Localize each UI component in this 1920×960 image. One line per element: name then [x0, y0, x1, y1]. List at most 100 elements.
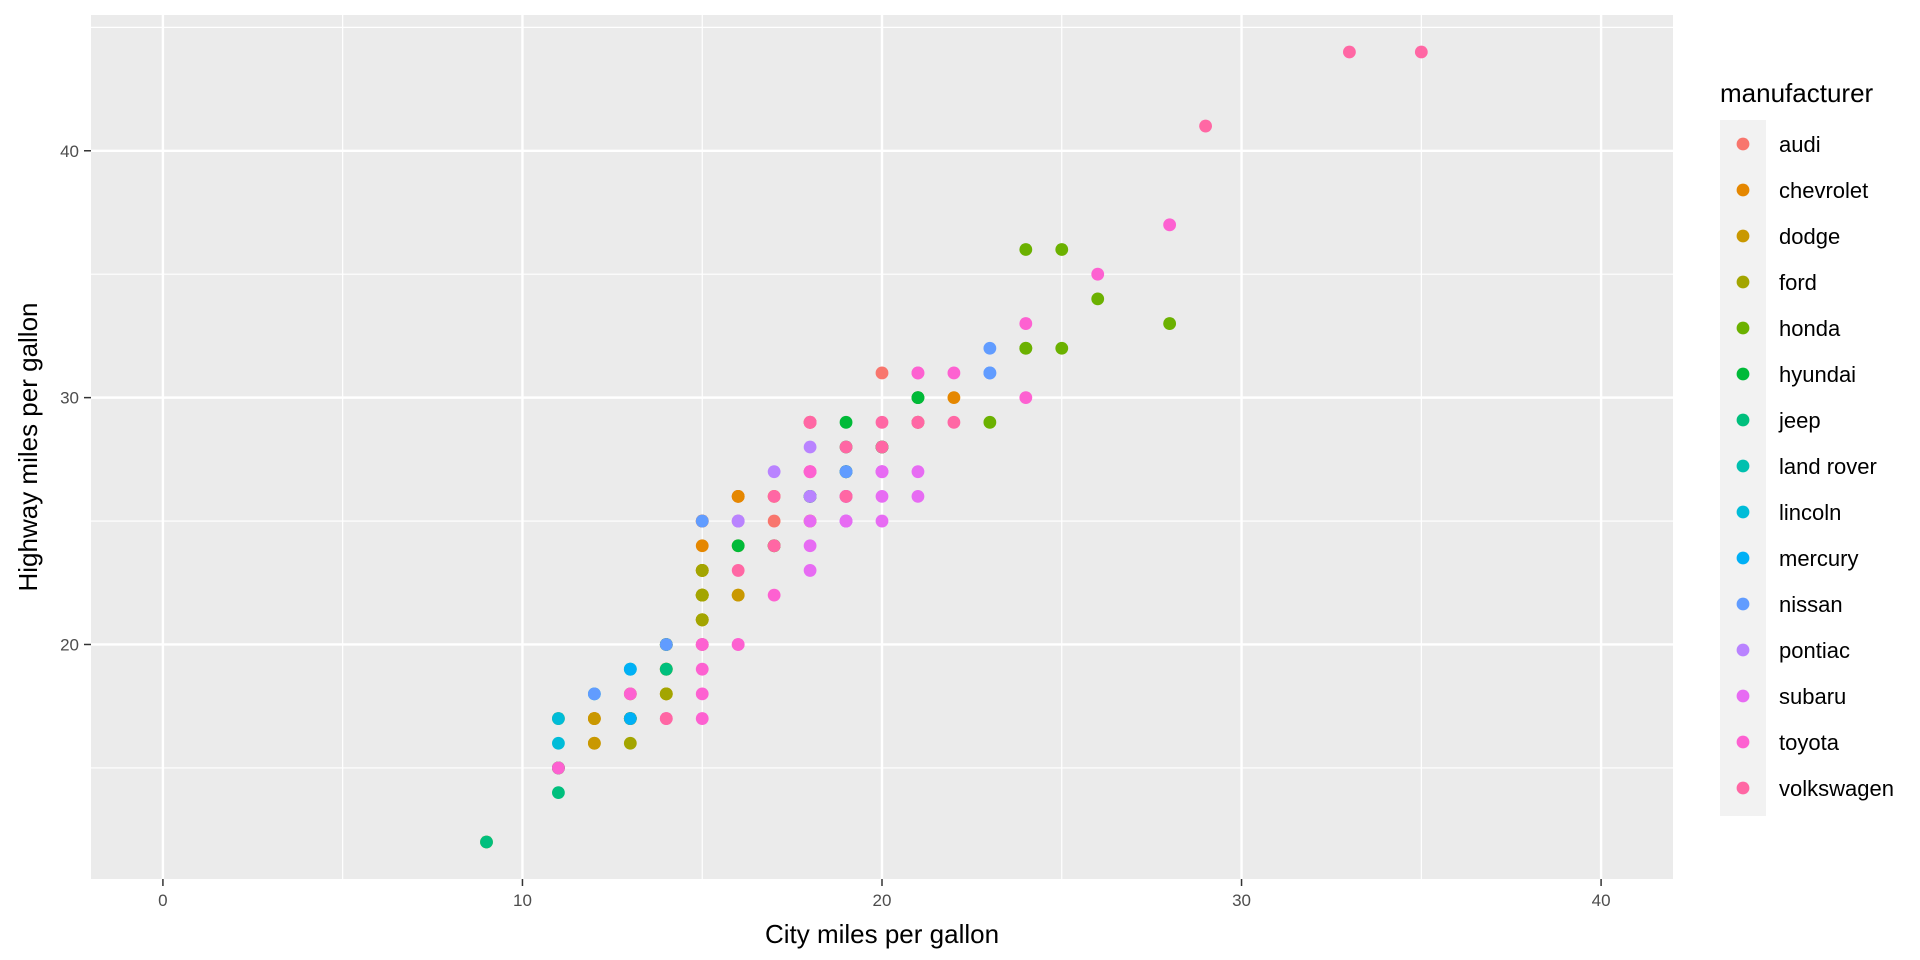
data-point — [803, 415, 817, 429]
data-point — [875, 366, 889, 380]
data-point — [875, 489, 889, 503]
data-point — [1199, 119, 1212, 133]
series-honda — [911, 243, 1177, 429]
legend-key-dodge — [1736, 229, 1750, 243]
data-point — [731, 539, 745, 553]
data-point — [911, 489, 925, 503]
data-point — [1019, 243, 1033, 256]
data-point — [911, 465, 925, 479]
legend-key-hyundai — [1736, 367, 1750, 381]
data-point — [552, 712, 565, 725]
data-point — [695, 712, 709, 725]
legend-label-dodge: dodge — [1779, 224, 1840, 249]
data-point — [623, 662, 637, 676]
data-point — [767, 588, 781, 602]
data-point — [983, 415, 997, 429]
legend-label-land-rover: land rover — [1779, 454, 1877, 479]
x-tick-label: 40 — [1592, 891, 1611, 910]
legend-key-audi — [1736, 137, 1750, 151]
data-point — [803, 489, 817, 503]
data-point — [587, 736, 601, 750]
data-point — [480, 835, 493, 849]
data-point — [1343, 45, 1356, 59]
legend-label-mercury: mercury — [1779, 546, 1858, 571]
legend-key-mercury — [1736, 551, 1750, 565]
data-point — [839, 415, 853, 429]
legend-title: manufacturer — [1720, 78, 1874, 108]
data-point — [552, 786, 565, 799]
data-point — [803, 465, 817, 479]
data-point — [1163, 218, 1177, 232]
legend-label-hyundai: hyundai — [1779, 362, 1856, 387]
legend-label-subaru: subaru — [1779, 684, 1846, 709]
data-point — [767, 465, 781, 479]
data-point — [1019, 341, 1033, 355]
data-point — [623, 712, 637, 725]
data-point — [983, 366, 997, 380]
data-point — [731, 489, 745, 503]
data-point — [839, 514, 853, 528]
data-point — [695, 687, 709, 701]
data-point — [731, 514, 745, 528]
data-point — [659, 662, 673, 676]
x-tick-label: 10 — [513, 891, 532, 910]
legend-label-ford: ford — [1779, 270, 1817, 295]
axis-ticks — [84, 150, 1602, 886]
x-axis-title: City miles per gallon — [765, 919, 999, 949]
data-point — [803, 564, 817, 577]
y-tick-labels: 20 30 40 — [60, 142, 79, 655]
legend-label-pontiac: pontiac — [1779, 638, 1850, 663]
data-point — [587, 687, 601, 701]
legend-key-nissan — [1736, 597, 1750, 611]
data-point — [875, 415, 889, 429]
data-point — [695, 662, 709, 676]
legend-label-nissan: nissan — [1779, 592, 1843, 617]
data-point — [731, 638, 745, 651]
legend-key-ford — [1736, 275, 1750, 289]
legend-label-audi: audi — [1779, 132, 1821, 157]
legend-key-toyota — [1736, 735, 1750, 749]
data-point — [983, 341, 997, 355]
data-point — [947, 391, 961, 405]
legend-label-jeep: jeep — [1778, 408, 1821, 433]
data-point — [1414, 45, 1428, 59]
data-point — [875, 514, 889, 528]
data-point — [1091, 292, 1105, 306]
legend-key-jeep — [1736, 413, 1750, 427]
legend-label-volkswagen: volkswagen — [1779, 776, 1894, 801]
data-point — [839, 465, 853, 479]
data-point — [659, 712, 673, 725]
legend-key-honda — [1736, 321, 1750, 335]
x-tick-label: 20 — [873, 891, 892, 910]
data-points — [480, 45, 1428, 849]
data-point — [911, 391, 925, 405]
data-point — [947, 366, 961, 380]
data-point — [695, 613, 709, 627]
legend-label-toyota: toyota — [1779, 730, 1840, 755]
data-point — [695, 588, 709, 602]
legend: manufacturer audi chevrolet dodge ford honda… — [1720, 78, 1894, 816]
data-point — [1055, 341, 1069, 355]
series-mercury — [623, 662, 637, 725]
y-tick-label: 40 — [60, 142, 79, 161]
data-point — [623, 687, 637, 701]
data-point — [695, 539, 709, 553]
data-point — [947, 415, 961, 429]
legend-key-chevrolet — [1736, 183, 1750, 197]
data-point — [1055, 243, 1069, 256]
data-point — [767, 539, 781, 553]
data-point — [695, 564, 709, 577]
data-point — [659, 687, 673, 701]
y-tick-label: 20 — [60, 635, 79, 654]
legend-key-pontiac — [1736, 643, 1750, 657]
data-point — [1091, 267, 1105, 281]
x-tick-labels: 0 10 20 30 40 — [158, 891, 1610, 910]
data-point — [1019, 317, 1033, 330]
data-point — [587, 712, 601, 725]
legend-label-chevrolet: chevrolet — [1779, 178, 1868, 203]
data-point — [875, 440, 889, 454]
data-point — [731, 564, 745, 577]
legend-label-lincoln: lincoln — [1779, 500, 1841, 525]
data-point — [839, 440, 853, 454]
data-point — [1019, 391, 1033, 405]
